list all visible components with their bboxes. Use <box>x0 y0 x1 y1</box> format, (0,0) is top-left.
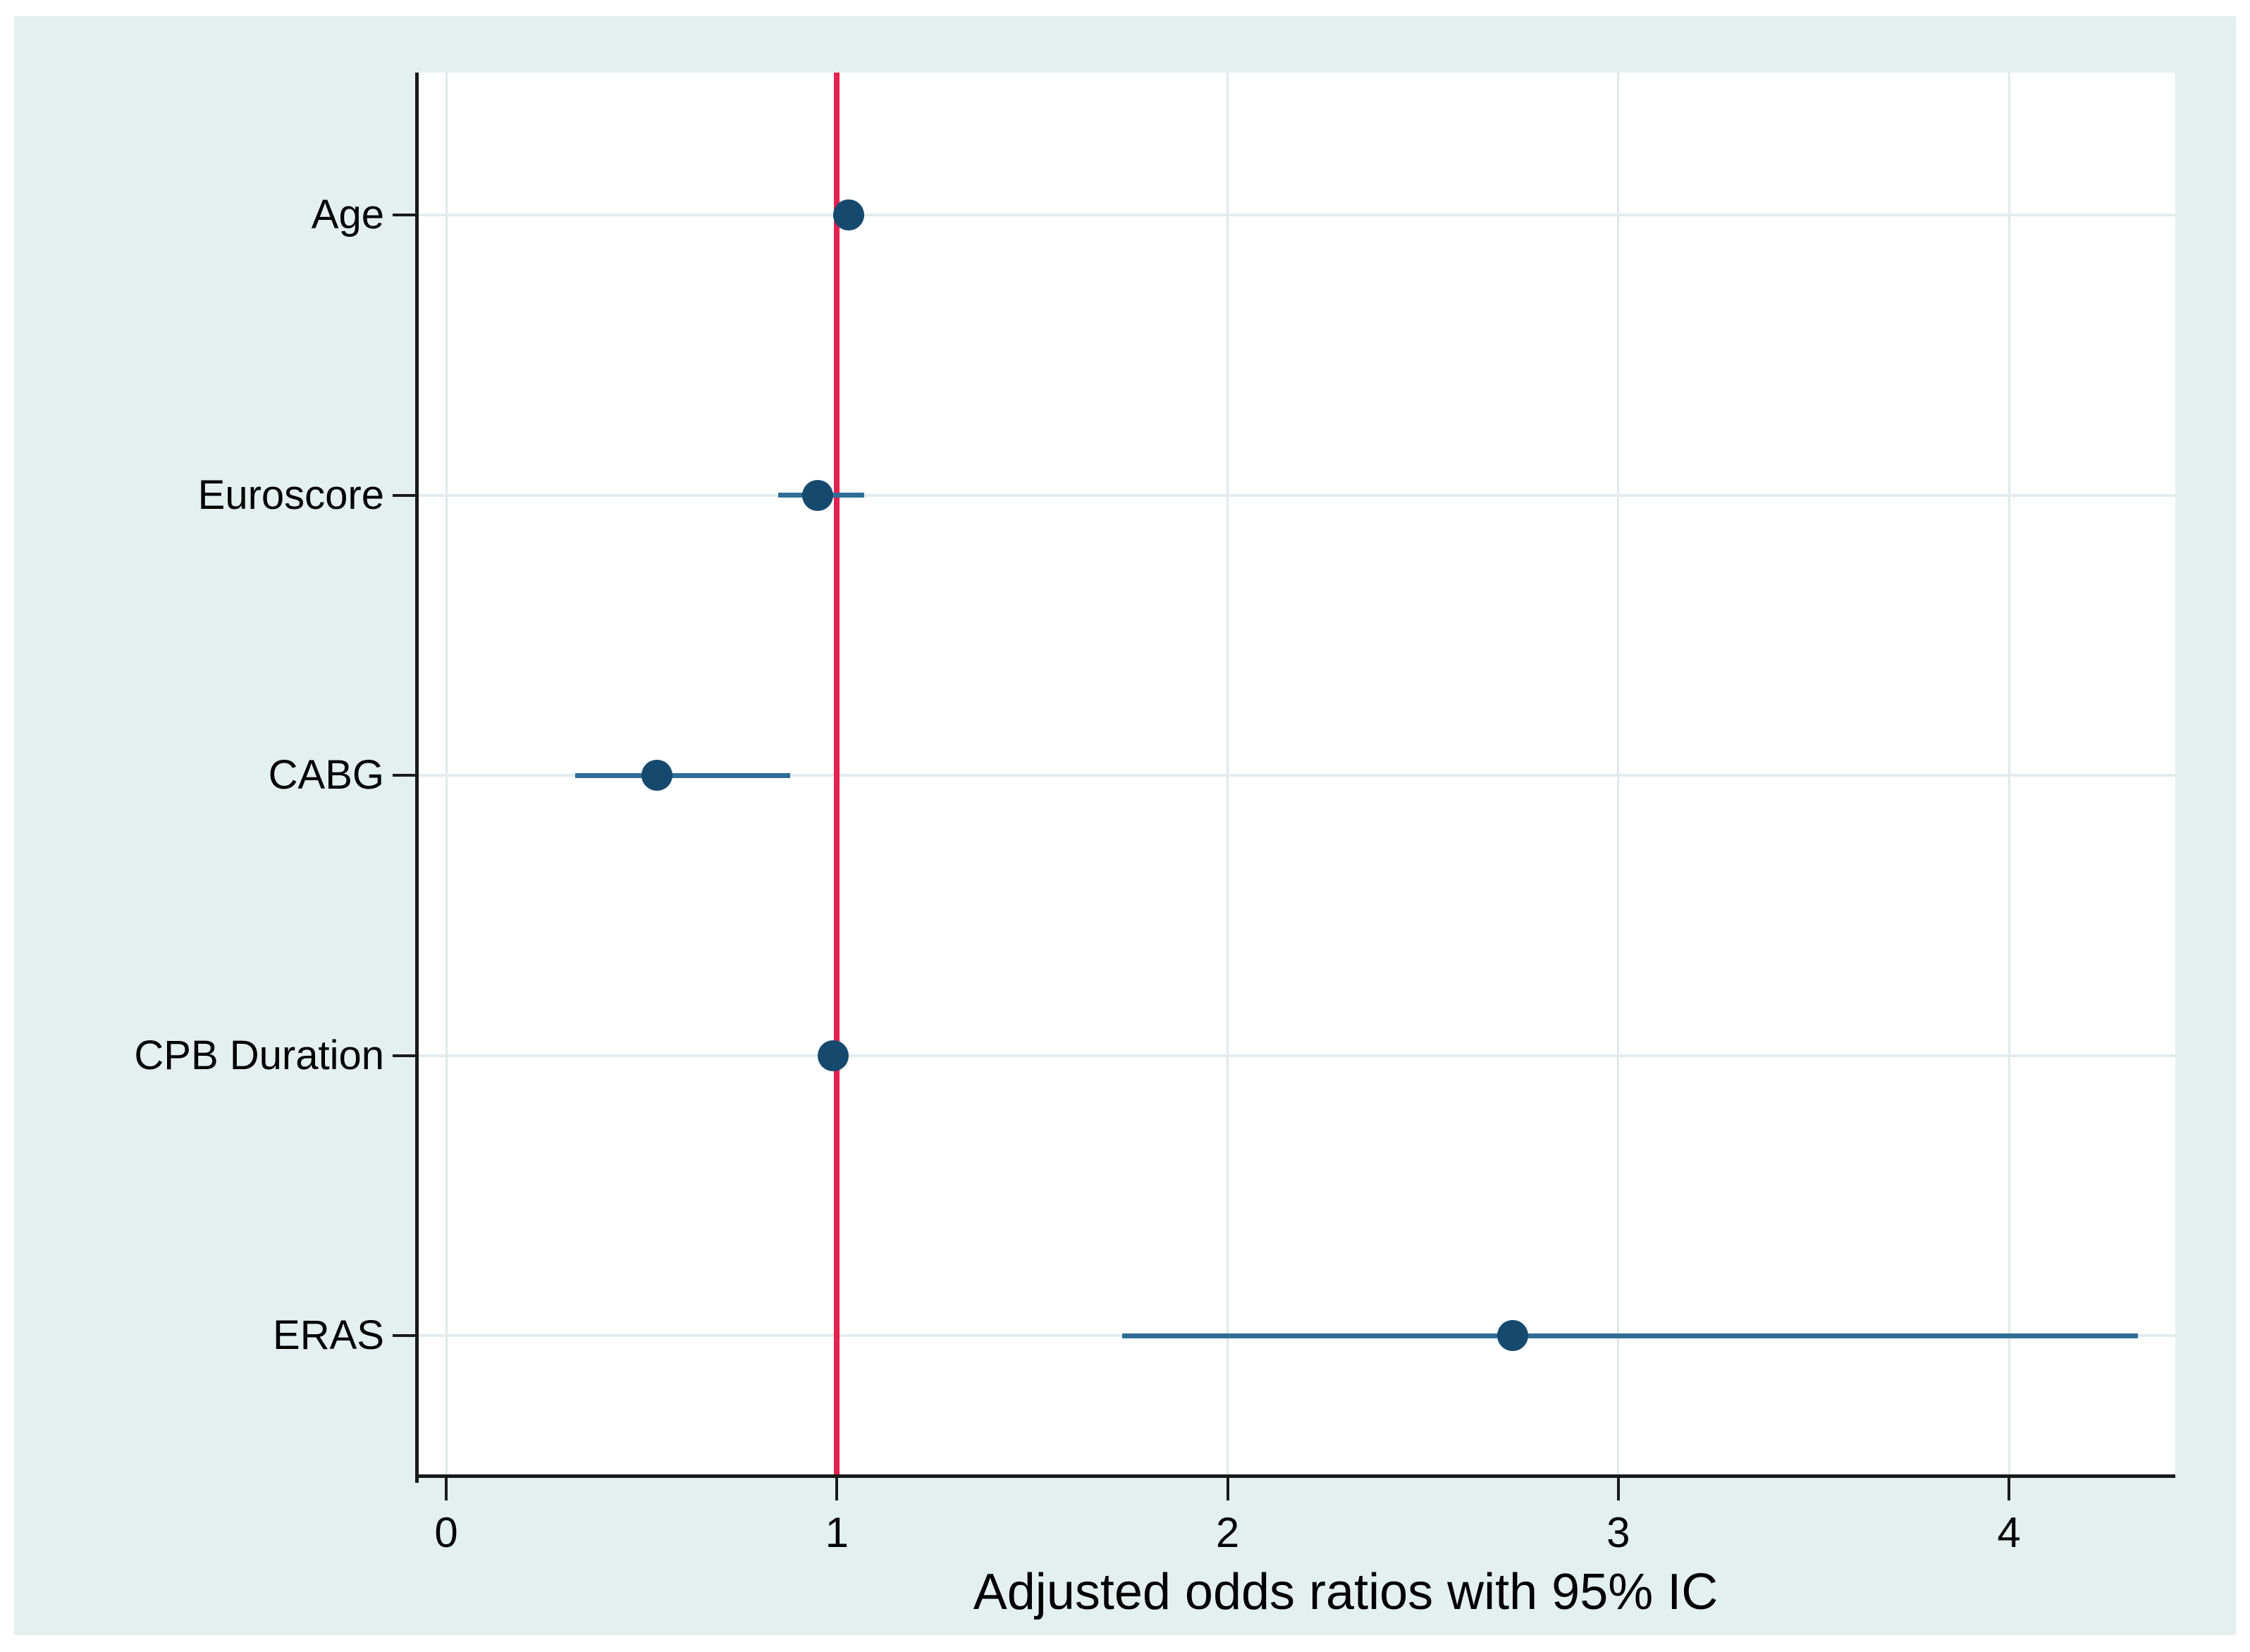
y-category-label: CPB Duration <box>134 1032 384 1078</box>
y-axis-line <box>415 73 419 1483</box>
reference-line <box>834 73 840 1474</box>
ci-line <box>1121 1333 2138 1338</box>
y-tick <box>393 214 415 216</box>
y-gridline <box>417 214 2175 216</box>
x-tick-label: 0 <box>434 1509 458 1556</box>
y-gridline <box>417 774 2175 777</box>
y-category-label: Age <box>311 192 384 238</box>
x-tick <box>445 1478 448 1500</box>
y-tick <box>393 774 415 777</box>
x-tick-label: 1 <box>825 1509 849 1556</box>
point-marker <box>832 199 864 230</box>
y-tick <box>393 1334 415 1337</box>
x-axis-line <box>415 1474 2175 1478</box>
y-category-label: Euroscore <box>197 471 384 518</box>
x-gridline <box>1617 73 1620 1474</box>
point-marker <box>1497 1320 1529 1351</box>
point-marker <box>641 760 673 791</box>
y-category-label: ERAS <box>273 1312 384 1358</box>
y-gridline <box>417 1054 2175 1057</box>
y-gridline <box>417 493 2175 497</box>
x-tick-label: 2 <box>1215 1509 1240 1556</box>
point-marker <box>817 1040 849 1071</box>
x-tick <box>1226 1478 1229 1500</box>
x-tick <box>835 1478 839 1500</box>
x-tick-label: 3 <box>1606 1509 1630 1556</box>
x-gridline <box>445 73 448 1474</box>
ci-line <box>574 772 790 778</box>
x-gridline <box>1227 73 1229 1474</box>
x-tick <box>2008 1478 2010 1500</box>
x-tick-label: 4 <box>1997 1509 2021 1556</box>
y-tick <box>393 493 415 497</box>
plot-area <box>417 73 2175 1474</box>
point-marker <box>801 479 833 511</box>
x-tick <box>1616 1478 1620 1500</box>
x-axis-title: Adjusted odds ratios with 95% IC <box>973 1564 1719 1620</box>
x-gridline <box>2008 73 2010 1474</box>
y-category-label: CABG <box>268 752 384 798</box>
y-tick <box>393 1054 415 1057</box>
